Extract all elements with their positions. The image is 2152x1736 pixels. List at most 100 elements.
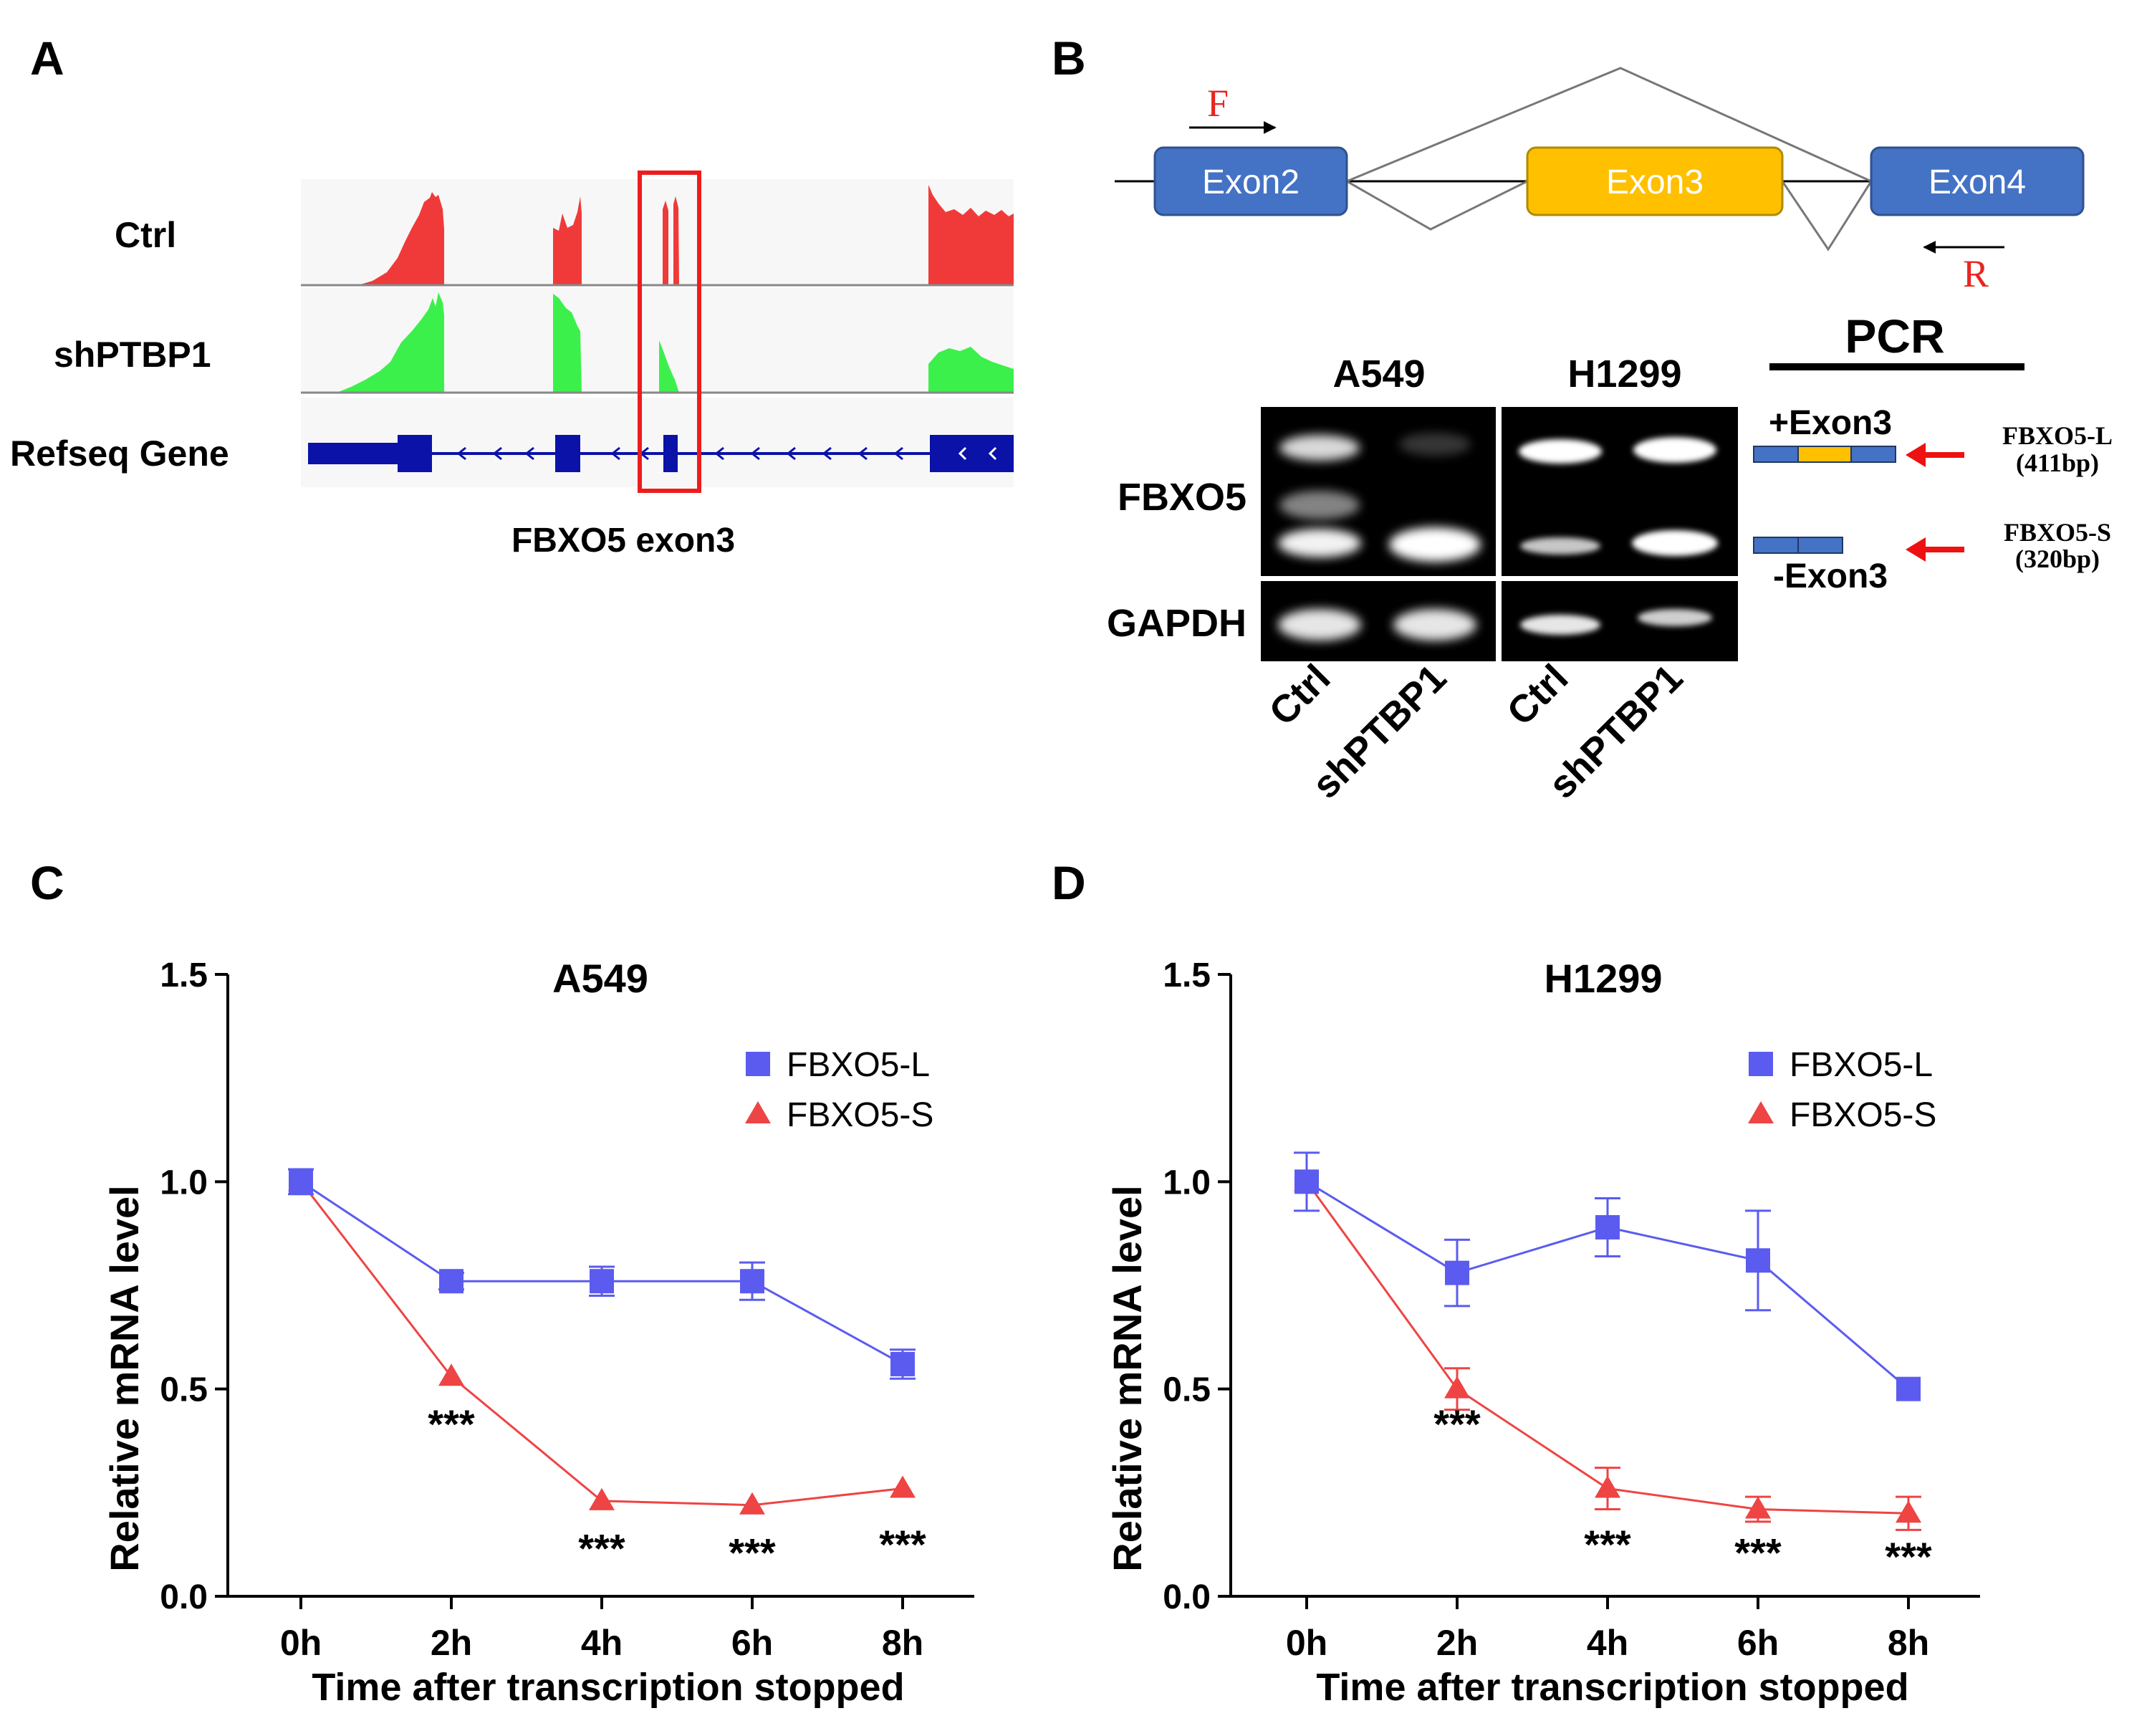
y-tick-label: 0.5 [160,1371,208,1409]
significance-stars: *** [1885,1534,1932,1579]
panel-a: A Ctrl shPTBP1 Refseq Gene [10,32,1014,560]
data-point-square [289,1169,313,1194]
lane-label-a549-ctrl: Ctrl [1261,656,1338,734]
legend-marker-square [1749,1052,1773,1076]
inclusion-junction-right [1781,181,1873,251]
legend-label-short: FBXO5-S [1790,1096,1936,1134]
y-tick-label: 0.0 [1163,1578,1211,1616]
data-point-triangle [1595,1475,1620,1498]
significance-stars: *** [879,1522,926,1567]
ctrl-coverage [358,185,1014,285]
data-point-square [890,1351,915,1376]
x-tick-label: 6h [1737,1623,1779,1663]
chart-title: A549 [552,956,648,1001]
panel-b: B Exon2 Exon3 Exon4 F R PCR A549 H1299 F… [1052,32,2113,807]
primer-f-label: F [1207,82,1229,125]
y-tick-label: 0.0 [160,1578,208,1616]
exon3-label: Exon3 [1606,163,1704,201]
x-tick-label: 8h [882,1623,923,1663]
y-axis-label: Relative mRNA level [102,1185,147,1572]
exon2-box: Exon2 [1153,146,1348,216]
significance-stars: *** [1734,1530,1782,1575]
chart-title: H1299 [1544,956,1662,1001]
exon4-label: Exon4 [1928,163,2026,201]
data-point-triangle [1745,1496,1771,1519]
significance-stars: *** [1584,1522,1631,1567]
x-axis-label: Time after transcription stopped [312,1666,904,1709]
gel-gapdh-h1299 [1502,581,1738,661]
series-line-fbxo5-s [299,1181,903,1507]
x-tick-label: 0h [280,1623,322,1663]
skip-junction [1346,67,1872,183]
significance-stars: *** [1433,1401,1481,1447]
gene-label-fbxo5: FBXO5 [1118,476,1246,519]
refseq-gene-model [308,435,1014,472]
panel-c-letter: C [30,856,64,909]
legend-marker-triangle [1748,1101,1774,1123]
legend-label-long: FBXO5-L [787,1046,930,1084]
y-tick-label: 0.5 [1163,1371,1211,1409]
track-label-shptbp1: shPTBP1 [54,335,211,375]
exon4-box: Exon4 [1870,146,2085,216]
x-axis-label: Time after transcription stopped [1316,1666,1908,1709]
y-tick-label: 1.5 [1163,956,1211,994]
isoform-long-name: FBXO5-L [2002,421,2113,450]
track-label-refseq: Refseq Gene [10,433,229,474]
x-tick-label: 4h [1587,1623,1628,1663]
panel-d-letter: D [1052,856,1086,909]
isoform-long-size: (411bp) [2016,449,2099,477]
legend-label-long: FBXO5-L [1790,1046,1933,1084]
plus-exon3-label: +Exon3 [1769,404,1892,442]
panel-a-letter: A [30,32,64,85]
legend-marker-triangle [745,1101,771,1123]
data-point-square [439,1269,463,1294]
gel-fbxo5-a549 [1261,407,1496,576]
data-point-square [590,1269,614,1294]
data-point-triangle [1444,1376,1470,1399]
sh-coverage [337,292,1014,393]
isoform-short-schematic [1753,537,1843,554]
data-point-square [1746,1248,1770,1273]
data-point-triangle [438,1363,464,1386]
red-arrow-short [1906,537,1964,562]
isoform-long-schematic [1753,446,1896,463]
lane-label-h1299-ctrl: Ctrl [1499,656,1576,734]
exon3-highlight-box [638,171,701,493]
y-tick-label: 1.0 [1163,1164,1211,1202]
data-point-square [1445,1260,1469,1285]
data-point-triangle [739,1492,765,1515]
panel-b-letter: B [1052,32,1086,85]
cell-line-a549: A549 [1332,353,1425,395]
significance-stars: *** [428,1401,475,1447]
exon3-box: Exon3 [1526,146,1784,216]
gel-fbxo5-h1299 [1502,407,1738,576]
y-axis-label: Relative mRNA level [1105,1185,1150,1572]
y-tick-label: 1.5 [160,956,208,994]
track-label-ctrl: Ctrl [115,215,176,255]
x-tick-label: 2h [431,1623,472,1663]
legend-marker-square [746,1052,770,1076]
inclusion-junction-left [1346,180,1528,231]
x-tick-label: 6h [731,1623,773,1663]
significance-stars: *** [729,1530,776,1575]
data-point-square [1294,1169,1319,1194]
legend-label-short: FBXO5-S [787,1096,933,1134]
x-tick-label: 8h [1888,1623,1929,1663]
data-point-square [740,1269,764,1294]
exon2-label: Exon2 [1202,163,1300,201]
cell-line-h1299: H1299 [1567,353,1681,395]
data-point-triangle [890,1475,916,1498]
isoform-short-name: FBXO5-S [2004,518,2111,547]
isoform-short-size: (320bp) [2015,545,2100,573]
pcr-label: PCR [1845,310,1944,363]
y-tick-label: 1.0 [160,1164,208,1202]
x-tick-label: 2h [1436,1623,1478,1663]
significance-stars: *** [578,1526,625,1571]
data-point-triangle [589,1487,615,1510]
data-point-square [1896,1376,1921,1401]
data-point-square [1595,1214,1620,1239]
gel-gapdh-a549 [1261,581,1496,661]
